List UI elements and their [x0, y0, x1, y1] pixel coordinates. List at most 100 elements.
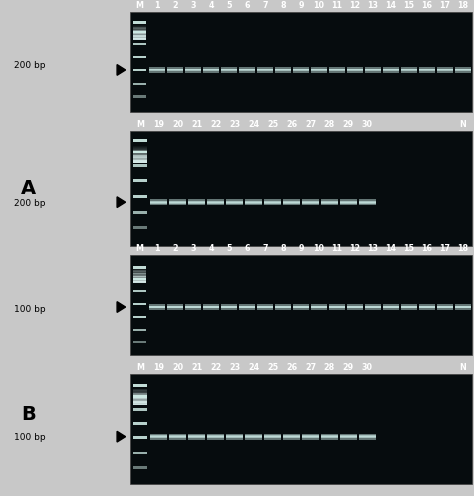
Bar [149, 67, 165, 72]
Bar [359, 200, 376, 204]
Bar [437, 67, 453, 72]
Bar [133, 31, 146, 33]
Bar [275, 307, 291, 308]
Bar [133, 266, 146, 269]
Bar [188, 199, 205, 205]
Bar [133, 144, 147, 145]
Bar [133, 147, 147, 148]
Bar [365, 307, 381, 308]
Text: 1: 1 [155, 1, 160, 10]
Bar [133, 22, 146, 23]
Bar [347, 307, 363, 308]
Bar [329, 307, 345, 308]
Bar [257, 67, 273, 72]
Bar [133, 267, 146, 268]
Bar [169, 201, 186, 203]
Text: 10: 10 [313, 1, 324, 10]
Text: 29: 29 [343, 120, 354, 129]
Bar [221, 69, 237, 70]
Text: 25: 25 [267, 363, 278, 372]
Text: 23: 23 [229, 120, 240, 129]
Bar [133, 28, 146, 29]
Text: 15: 15 [403, 244, 414, 253]
Bar [133, 278, 146, 279]
Text: 22: 22 [210, 363, 221, 372]
Bar [340, 199, 357, 205]
Bar [185, 69, 201, 70]
Bar [167, 307, 183, 308]
Bar [383, 307, 399, 308]
Bar [302, 199, 319, 205]
Bar [257, 304, 273, 310]
Bar [133, 272, 146, 273]
Bar [383, 306, 399, 309]
Bar [245, 436, 262, 437]
Bar [133, 389, 147, 390]
Bar [133, 389, 147, 391]
Bar [133, 35, 146, 37]
Bar [321, 199, 338, 205]
Bar [169, 436, 186, 437]
Bar [245, 435, 262, 438]
Bar [257, 68, 273, 71]
Bar [133, 145, 147, 147]
Bar [221, 67, 237, 72]
Bar [239, 68, 255, 71]
Bar [221, 68, 237, 71]
Bar [226, 434, 243, 439]
Bar [133, 281, 146, 283]
Bar [133, 329, 146, 331]
Bar [133, 195, 147, 198]
Bar [150, 201, 167, 203]
Bar [167, 68, 183, 71]
Text: 30: 30 [362, 363, 373, 372]
Bar [133, 384, 147, 387]
Text: B: B [21, 405, 36, 424]
Bar [302, 200, 319, 204]
Bar [275, 69, 291, 70]
Text: 12: 12 [349, 1, 360, 10]
Bar [311, 307, 327, 308]
Bar [133, 27, 146, 28]
Text: 14: 14 [385, 1, 396, 10]
Bar [455, 69, 471, 70]
Text: 200 bp: 200 bp [14, 61, 46, 70]
Bar [221, 304, 237, 310]
Bar [133, 262, 146, 263]
Bar [133, 281, 146, 282]
Bar [133, 396, 147, 397]
Bar [150, 436, 167, 437]
Text: 16: 16 [421, 1, 432, 10]
Bar [133, 37, 146, 38]
Bar [133, 162, 147, 163]
Text: 6: 6 [245, 1, 250, 10]
Bar [185, 67, 201, 72]
Bar [419, 67, 435, 72]
Bar [133, 150, 147, 152]
Bar [130, 131, 472, 246]
Bar [133, 270, 146, 272]
Bar [133, 154, 147, 155]
Bar [133, 179, 147, 182]
Bar [226, 436, 243, 437]
Bar [239, 307, 255, 308]
Bar [149, 69, 165, 70]
Bar [419, 304, 435, 310]
Bar [169, 435, 186, 438]
Text: M: M [136, 120, 144, 129]
Bar [133, 140, 147, 142]
Text: 14: 14 [385, 244, 396, 253]
Text: 18: 18 [457, 1, 468, 10]
Bar [133, 399, 147, 400]
Bar [133, 404, 147, 405]
Bar [329, 67, 345, 72]
Bar [133, 29, 146, 30]
Text: M: M [136, 1, 143, 10]
Bar [347, 306, 363, 309]
Bar [133, 398, 147, 399]
Bar [321, 435, 338, 438]
Bar [133, 341, 146, 343]
Bar [133, 278, 146, 281]
Bar [257, 69, 273, 70]
Bar [302, 436, 319, 437]
